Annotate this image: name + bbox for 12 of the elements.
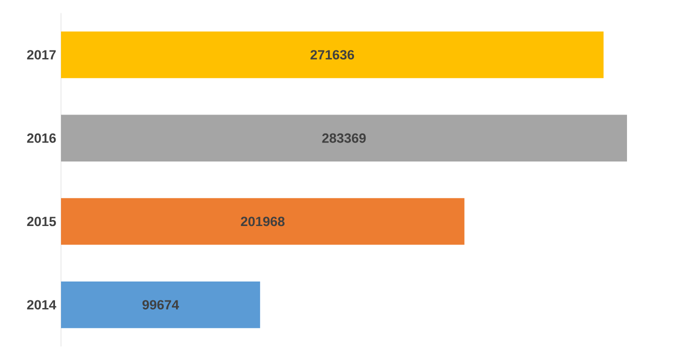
y-tick-label: 2017 bbox=[27, 50, 56, 60]
bar bbox=[61, 31, 604, 78]
bar bbox=[61, 114, 627, 162]
data-label: 201968 bbox=[240, 216, 285, 226]
y-tick-label: 2015 bbox=[27, 216, 56, 226]
data-label: 283369 bbox=[322, 133, 366, 143]
bar bbox=[61, 281, 260, 328]
data-label: 271636 bbox=[310, 50, 354, 60]
y-tick-label: 2016 bbox=[27, 133, 56, 143]
y-tick-label: 2014 bbox=[27, 300, 56, 310]
data-label: 99674 bbox=[142, 300, 180, 310]
bar bbox=[61, 198, 464, 245]
